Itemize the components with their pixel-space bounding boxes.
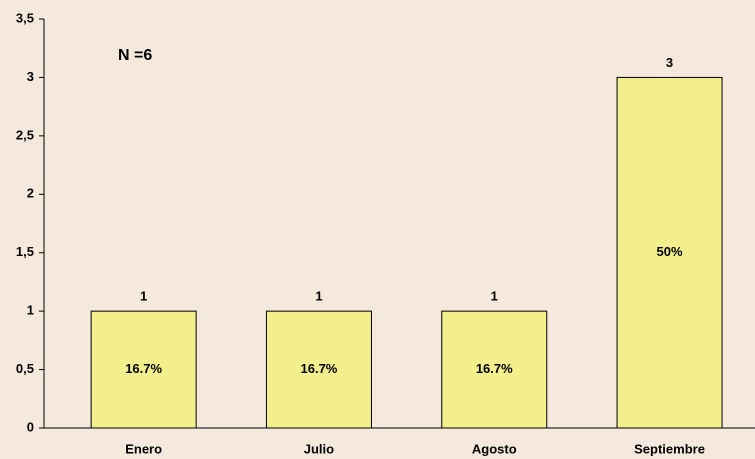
value-label: 1 [315, 289, 322, 304]
bar [90, 310, 197, 429]
y-tick-label: 2,5 [16, 127, 34, 142]
bar [616, 76, 723, 429]
y-tick-label: 3 [27, 69, 34, 84]
percent-label: 50% [657, 244, 683, 259]
bar [441, 310, 548, 429]
value-label: 1 [491, 289, 498, 304]
y-tick-label: 1 [27, 303, 34, 318]
annotation: N =6 [118, 47, 152, 64]
percent-label: 16.7% [476, 361, 513, 376]
value-label: 3 [666, 55, 673, 70]
value-label: 1 [140, 289, 147, 304]
x-tick-label: Enero [125, 441, 162, 456]
y-tick-label: 1,5 [16, 244, 34, 259]
x-tick-label: Septiembre [634, 441, 705, 456]
y-tick-label: 0 [27, 419, 34, 434]
x-tick-label: Agosto [472, 441, 517, 456]
x-tick-label: Julio [304, 441, 334, 456]
percent-label: 16.7% [301, 361, 338, 376]
y-tick-label: 0,5 [16, 361, 34, 376]
percent-label: 16.7% [125, 361, 162, 376]
y-tick-label: 2 [27, 186, 34, 201]
bar [265, 310, 372, 429]
y-tick-label: 3,5 [16, 10, 34, 25]
